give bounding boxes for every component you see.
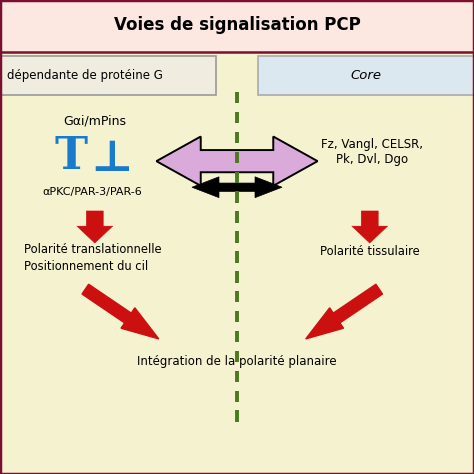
Text: Voies de signalisation PCP: Voies de signalisation PCP	[114, 16, 360, 34]
Text: dépendante de protéine G: dépendante de protéine G	[7, 69, 163, 82]
Text: Core: Core	[350, 69, 382, 82]
Text: Fz, Vangl, CELSR,
Pk, Dvl, Dgo: Fz, Vangl, CELSR, Pk, Dvl, Dgo	[321, 137, 423, 166]
FancyArrow shape	[306, 284, 383, 339]
Bar	[258, 56, 474, 95]
Bar	[0, 56, 216, 95]
Text: T: T	[55, 135, 88, 178]
Text: Intégration de la polarité planaire: Intégration de la polarité planaire	[137, 355, 337, 368]
Polygon shape	[352, 211, 388, 243]
Text: ⊥: ⊥	[90, 137, 133, 180]
Bar	[0, 0, 474, 52]
Text: Gαi/mPins: Gαi/mPins	[64, 114, 126, 128]
Text: Polarité translationnelle
Positionnement du cil: Polarité translationnelle Positionnement…	[24, 243, 161, 273]
Polygon shape	[156, 137, 318, 186]
Text: αPKC/PAR-3/PAR-6: αPKC/PAR-3/PAR-6	[43, 187, 142, 197]
FancyArrow shape	[82, 284, 159, 339]
Text: Polarité tissulaire: Polarité tissulaire	[320, 245, 419, 258]
Polygon shape	[77, 211, 113, 243]
Polygon shape	[192, 177, 282, 198]
